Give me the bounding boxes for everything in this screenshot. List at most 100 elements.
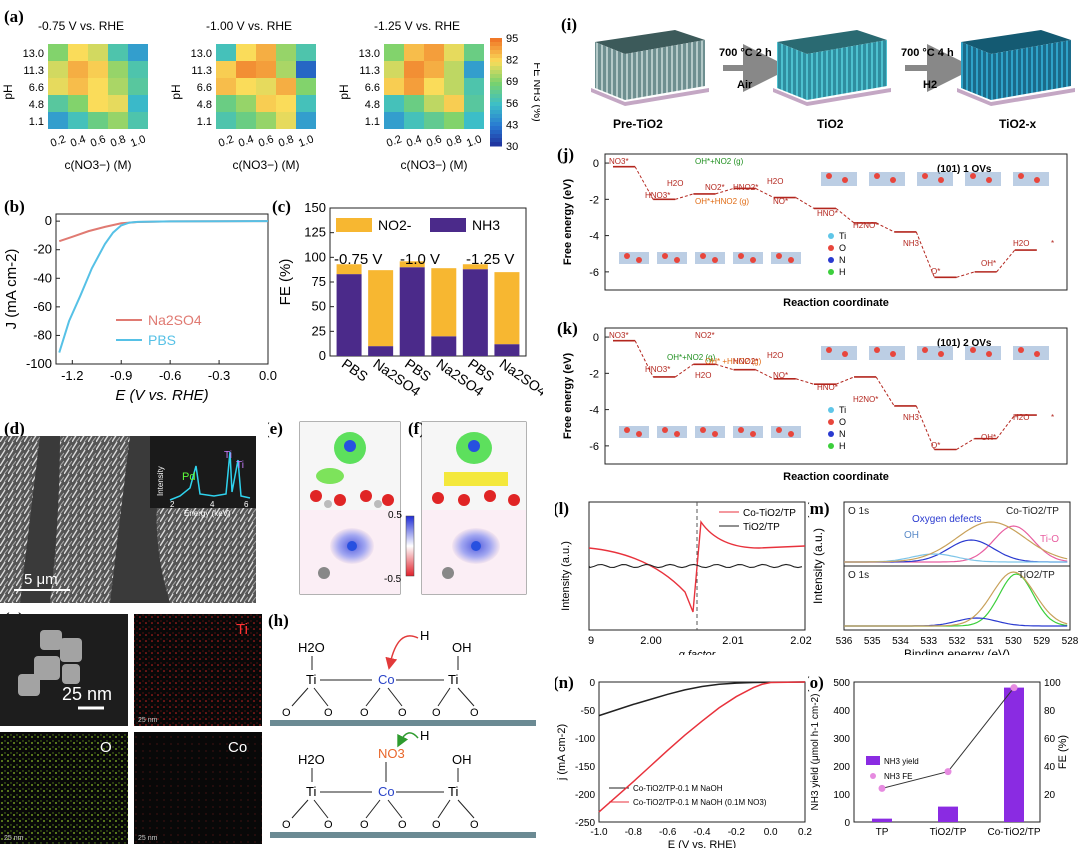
x-tick-label: -0.9 bbox=[110, 368, 132, 383]
heatmap-cell bbox=[236, 44, 256, 61]
panel-label-l: (l) bbox=[555, 499, 569, 518]
group-label: -0.75 V bbox=[334, 251, 382, 268]
y-tick-label: 0 bbox=[319, 348, 326, 363]
heatmap-cell bbox=[216, 44, 236, 61]
energy-connector bbox=[956, 438, 975, 450]
panel-f-atoms-o bbox=[432, 490, 520, 506]
legend-label: TiO2/TP bbox=[743, 522, 780, 533]
y-tick-label: -100 bbox=[26, 356, 52, 371]
colorbar-tick: 43 bbox=[506, 119, 518, 131]
co-bottom: Co bbox=[378, 784, 395, 799]
heatmap-cell bbox=[296, 44, 316, 61]
eds-pd-label: Pd bbox=[182, 471, 195, 483]
ti-left-top: Ti bbox=[306, 672, 316, 687]
heatmap-xtick: 0.4 bbox=[69, 133, 87, 150]
series-line-Co-TiO2/TP bbox=[588, 520, 806, 613]
bar-no2 bbox=[431, 268, 457, 337]
colorbar-seg bbox=[490, 138, 502, 143]
heatmap-cell bbox=[444, 95, 464, 112]
x-axis-label: E (V vs. RHE) bbox=[668, 839, 736, 848]
oh-top: OH bbox=[452, 640, 472, 655]
legend-label-no2: NO2- bbox=[378, 217, 412, 233]
colorbar-seg bbox=[490, 78, 502, 83]
y-tick-label: -4 bbox=[589, 405, 599, 417]
colorbar-seg bbox=[490, 122, 502, 127]
legend-label: PBS bbox=[148, 332, 176, 348]
colorbar-tick: 56 bbox=[506, 98, 518, 110]
heatmap-ytick: 6.6 bbox=[197, 82, 212, 94]
arrow-1-bottom: Air bbox=[737, 79, 753, 91]
x-tick-label: Co-TiO2/TP bbox=[988, 827, 1041, 838]
heatmap-cell bbox=[444, 78, 464, 95]
energy-connector bbox=[795, 378, 815, 385]
panel-c: (c) 0 25 50 75 100 125 150 FE (%) PBS Na2SO4 PBS Na2… bbox=[268, 192, 550, 422]
y-tick-label: 500 bbox=[833, 678, 850, 689]
bar-no2 bbox=[336, 264, 362, 275]
heatmap-cell bbox=[216, 95, 236, 112]
slab-atom bbox=[788, 431, 794, 437]
heatmap-xtick: 0.6 bbox=[425, 133, 443, 150]
legend-label: O bbox=[839, 417, 846, 427]
y-tick-label: 150 bbox=[304, 200, 326, 215]
heatmap-cell bbox=[464, 61, 484, 78]
group-label: -1.0 V bbox=[400, 251, 440, 268]
heatmap-cell bbox=[276, 44, 296, 61]
heatmap-cell bbox=[216, 78, 236, 95]
x-tick-label: 530 bbox=[1005, 636, 1022, 647]
panel-j: (j) 0 -2 -4 -6 Free energy (eV) Reaction coord… bbox=[555, 140, 1080, 320]
bar-nh3 bbox=[462, 269, 488, 356]
co-map bbox=[134, 732, 262, 844]
y-tick-label: -4 bbox=[589, 231, 599, 243]
sem-fiber-2 bbox=[50, 436, 130, 603]
panel-label-i: (i) bbox=[561, 15, 577, 34]
slab-atom bbox=[750, 257, 756, 263]
x-tick-label: 529 bbox=[1033, 636, 1050, 647]
legend-swatch-nh3 bbox=[430, 218, 466, 232]
lsv-chart-n: (n) -1.0 -0.8 -0.6 -0.4 -0.2 0.0 0.2 0 -50 -100 -15… bbox=[553, 673, 812, 851]
energy-connector bbox=[835, 208, 855, 224]
x-tick-label: TP bbox=[876, 827, 889, 838]
heatmap-cell bbox=[108, 95, 128, 112]
panel-f-yellow-region bbox=[444, 472, 508, 486]
colorbar-seg bbox=[490, 38, 502, 43]
y-tick-label: -80 bbox=[33, 327, 52, 342]
reaction-label: H2O bbox=[667, 179, 683, 188]
group-label: -1.25 V bbox=[466, 251, 514, 268]
heatmap-cell bbox=[404, 112, 424, 129]
reaction-label: OH*+NO2 (g) bbox=[667, 353, 716, 362]
slab-model bbox=[771, 426, 801, 438]
heatmap-xlabel: c(NO3−) (M) bbox=[65, 158, 132, 172]
heatmap-title-2: -1.25 V vs. RHE bbox=[374, 19, 460, 33]
reaction-label: H2NO* bbox=[853, 395, 878, 404]
slab-atom bbox=[624, 253, 630, 259]
colorbar-seg bbox=[490, 54, 502, 59]
x-axis-label: E (V vs. RHE) bbox=[115, 387, 208, 404]
heatmap-cell bbox=[48, 44, 68, 61]
arrow-2-bottom: H2 bbox=[923, 79, 937, 91]
x-tick-label: 0.2 bbox=[798, 827, 812, 838]
slab-atom bbox=[712, 431, 718, 437]
y-tick-label: 75 bbox=[312, 274, 326, 289]
scheme-bottom: H2O NO3 H OH Ti Co Ti O O O O O O bbox=[270, 728, 536, 838]
facet-title: (101) 1 OVs bbox=[937, 164, 992, 175]
x-tick-label: TiO2/TP bbox=[930, 827, 967, 838]
slab-model bbox=[657, 426, 687, 438]
heatmap-ylabel: pH bbox=[337, 84, 351, 99]
heatmap-xtick: 0.2 bbox=[385, 133, 403, 150]
colorbar-seg bbox=[490, 130, 502, 135]
reaction-label: H2O bbox=[767, 177, 783, 186]
y-tick-label: 125 bbox=[304, 225, 326, 240]
y-axis-label: FE (%) bbox=[277, 259, 294, 306]
y2-axis-label: FE (%) bbox=[1057, 735, 1069, 769]
heatmap-xtick: 0.4 bbox=[405, 133, 423, 150]
charge-density-images: (e) (f) 0.5 -0.5 bbox=[264, 419, 527, 595]
slab-model bbox=[619, 426, 649, 438]
xps-chart-m: (m) 536 535 534 533 532 531 530 529 528 Binding en… bbox=[804, 499, 1079, 661]
ti-left-bottom: Ti bbox=[306, 784, 316, 799]
heatmap-cell bbox=[424, 95, 444, 112]
y-tick-label: -6 bbox=[589, 267, 599, 279]
slab-model bbox=[771, 252, 801, 264]
colorbar-seg bbox=[490, 118, 502, 123]
x-tick-label: 2.01 bbox=[722, 635, 743, 647]
